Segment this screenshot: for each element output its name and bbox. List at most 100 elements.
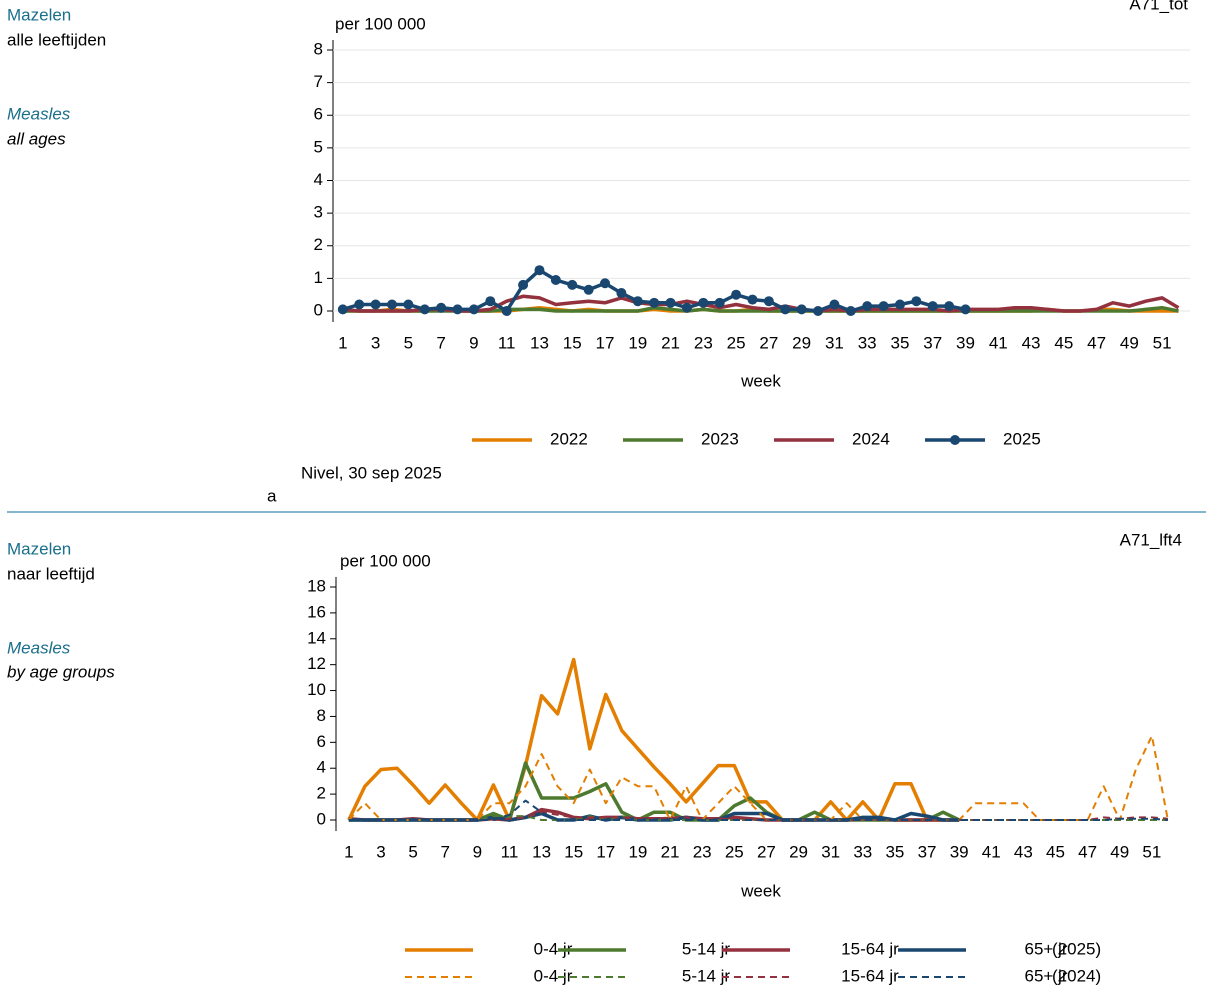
point — [354, 299, 365, 310]
legend-row-label: (2025) — [1052, 939, 1101, 958]
y-tick-label: 6 — [314, 105, 323, 124]
x-tick-label: 21 — [661, 333, 680, 352]
point — [796, 304, 807, 315]
y-tick-label: 2 — [317, 784, 326, 803]
x-tick-label: 49 — [1120, 333, 1139, 352]
x-tick-label: 29 — [789, 842, 808, 861]
x-tick-label: 45 — [1054, 333, 1073, 352]
point — [600, 278, 611, 289]
x-tick-label: 27 — [757, 842, 776, 861]
point — [468, 304, 479, 315]
point — [747, 294, 758, 305]
x-tick-label: 1 — [344, 842, 353, 861]
point — [550, 275, 561, 286]
x-tick-label: 39 — [956, 333, 975, 352]
side-subtitle: naar leeftijd — [7, 564, 95, 583]
x-tick-label: 29 — [792, 333, 811, 352]
y-tick-label: 12 — [307, 654, 326, 673]
x-tick-label: 31 — [825, 333, 844, 352]
legend-label: 2023 — [701, 429, 739, 448]
legend-label: 0-4 jr — [534, 939, 573, 958]
x-tick-label: 23 — [693, 842, 712, 861]
side-subtitle: by age groups — [7, 662, 115, 681]
point — [386, 299, 397, 310]
chart-code: A71_lft4 — [1120, 530, 1182, 549]
side-title: Measles — [7, 104, 71, 123]
point — [452, 304, 463, 315]
x-tick-label: 43 — [1022, 333, 1041, 352]
y-tick-label: 0 — [314, 300, 323, 319]
point — [534, 265, 545, 276]
y-tick-label: 18 — [307, 576, 326, 595]
y-tick-label: 1 — [314, 268, 323, 287]
legend-label: 5-14 jr — [682, 939, 731, 958]
x-tick-label: 39 — [950, 842, 969, 861]
x-tick-label: 11 — [501, 842, 519, 861]
point — [878, 301, 889, 312]
legend-label: 65+ jr — [1025, 966, 1068, 985]
x-axis-label: week — [740, 881, 781, 900]
point — [419, 304, 430, 315]
legend-label: 2025 — [1003, 429, 1041, 448]
x-tick-label: 23 — [694, 333, 713, 352]
legend-label: 15-64 jr — [841, 939, 899, 958]
x-tick-label: 43 — [1014, 842, 1033, 861]
point — [731, 289, 742, 300]
legend-label: 65+ jr — [1025, 939, 1068, 958]
y-tick-label: 14 — [307, 628, 326, 647]
point — [780, 304, 791, 315]
x-tick-label: 9 — [473, 842, 482, 861]
x-tick-label: 49 — [1110, 842, 1129, 861]
point — [845, 306, 856, 316]
point — [894, 299, 905, 310]
side-subtitle: all ages — [7, 129, 66, 148]
x-tick-label: 5 — [408, 842, 417, 861]
legend-label: 15-64 jr — [841, 966, 899, 985]
point — [862, 301, 873, 312]
x-axis-label: week — [740, 371, 781, 390]
legend-marker — [950, 435, 960, 445]
y-tick-label: 5 — [314, 137, 323, 156]
legend-row-label: (2024) — [1052, 966, 1101, 985]
y-axis-label: per 100 000 — [335, 14, 426, 33]
legend-label: 2022 — [550, 429, 588, 448]
y-tick-label: 7 — [314, 72, 323, 91]
point — [632, 296, 643, 307]
point — [403, 299, 414, 310]
point — [714, 297, 725, 308]
series-line — [348, 799, 1168, 821]
x-tick-label: 25 — [727, 333, 746, 352]
x-tick-label: 1 — [338, 333, 347, 352]
source: Nivel, 30 sep 2025 — [301, 463, 442, 482]
y-tick-label: 16 — [307, 602, 326, 621]
y-tick-label: 4 — [314, 170, 323, 189]
point — [501, 306, 512, 316]
panel-label: a — [267, 486, 277, 505]
x-tick-label: 37 — [923, 333, 942, 352]
x-tick-label: 7 — [440, 842, 449, 861]
point — [567, 279, 578, 290]
x-tick-label: 51 — [1153, 333, 1172, 352]
x-tick-label: 27 — [759, 333, 778, 352]
x-tick-label: 17 — [596, 842, 615, 861]
x-tick-label: 15 — [564, 842, 583, 861]
point — [583, 284, 594, 295]
legend-label: 0-4 jr — [534, 966, 573, 985]
x-tick-label: 19 — [628, 842, 647, 861]
point — [370, 299, 381, 310]
y-tick-label: 6 — [317, 732, 326, 751]
y-tick-label: 10 — [307, 680, 326, 699]
y-tick-label: 3 — [314, 203, 323, 222]
x-tick-label: 17 — [596, 333, 615, 352]
point — [911, 296, 922, 307]
x-tick-label: 19 — [628, 333, 647, 352]
side-title: Measles — [7, 638, 71, 657]
legend-label: 5-14 jr — [682, 966, 731, 985]
legend-label: 2024 — [852, 429, 890, 448]
x-tick-label: 47 — [1087, 333, 1106, 352]
series-line — [342, 294, 1180, 313]
x-tick-label: 45 — [1046, 842, 1065, 861]
x-tick-label: 5 — [404, 333, 413, 352]
x-tick-label: 15 — [563, 333, 582, 352]
